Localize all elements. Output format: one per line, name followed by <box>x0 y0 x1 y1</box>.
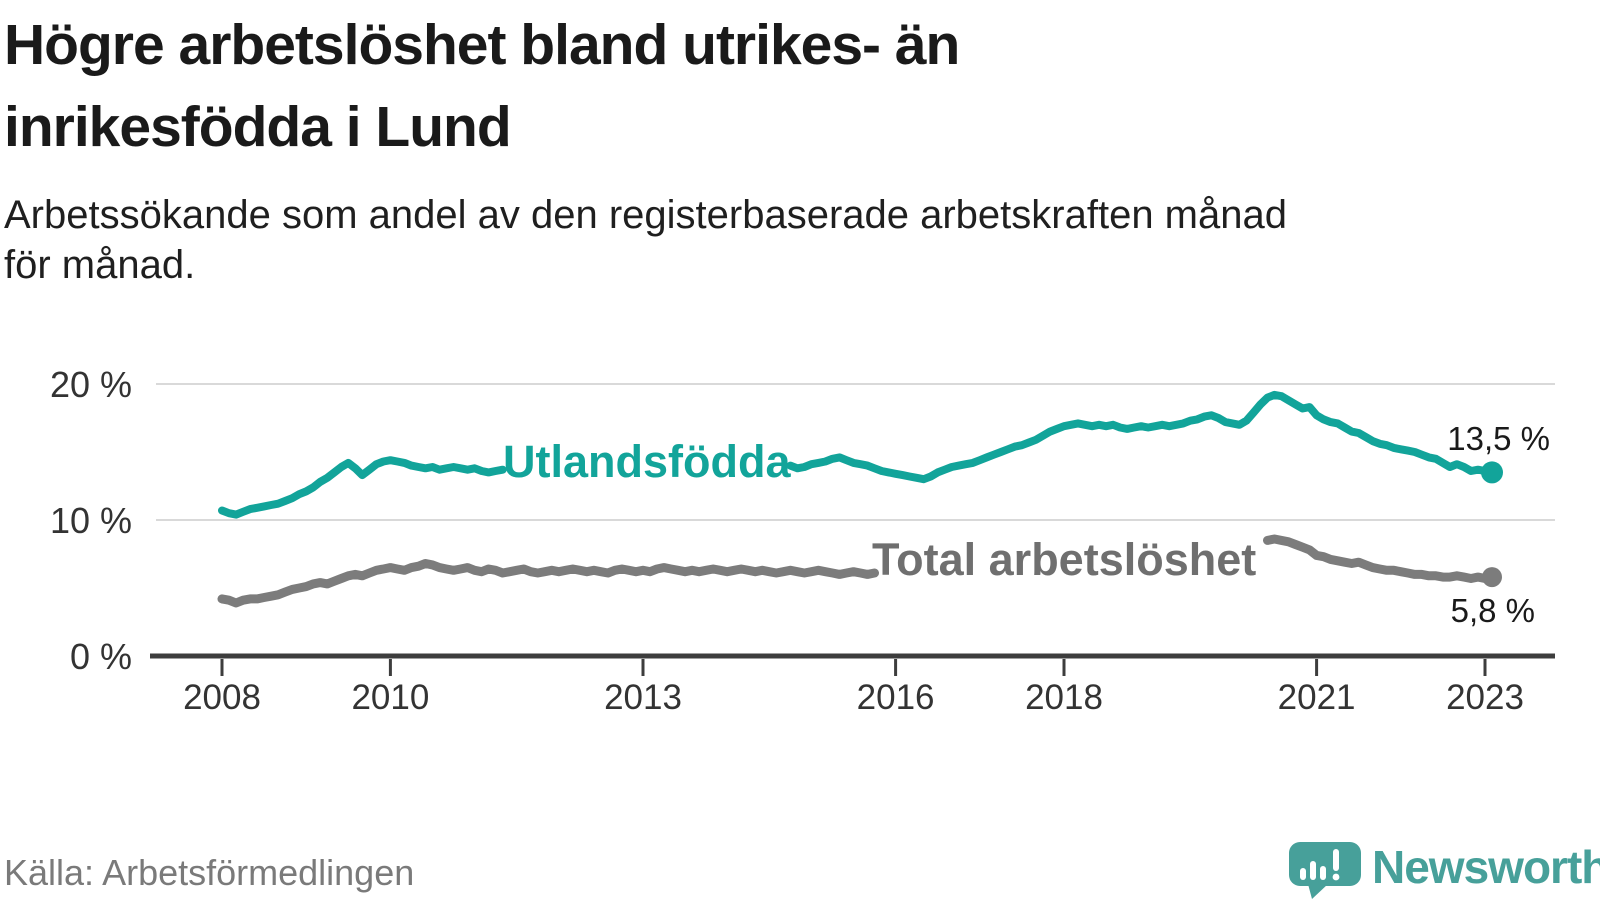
page-title: Högre arbetslöshet bland utrikes- än inr… <box>4 4 1564 168</box>
series-line-1-seg1 <box>1263 534 1497 583</box>
subtitle-line-2: för månad. <box>4 243 196 287</box>
newsworthy-logo-text: Newsworthy <box>1372 841 1600 893</box>
series-label-utlandsfodda: Utlandsfödda <box>503 436 791 487</box>
y-tick-label-0: 0 % <box>70 636 132 677</box>
x-tick-label-2008: 2008 <box>183 678 261 717</box>
series-line-0-seg1 <box>786 390 1496 484</box>
x-tick-label-2013: 2013 <box>604 678 682 717</box>
x-tick-label-2021: 2021 <box>1278 678 1356 717</box>
end-value-label-total: 5,8 % <box>1450 592 1535 629</box>
title-line-1: Högre arbetslöshet bland utrikes- än <box>4 13 960 77</box>
series-line-0-seg0 <box>218 456 507 519</box>
x-tick-label-2016: 2016 <box>857 678 935 717</box>
y-tick-label-10: 10 % <box>50 500 132 541</box>
series-line-1-seg0 <box>217 559 879 608</box>
x-tick-label-2023: 2023 <box>1446 678 1524 717</box>
title-line-2: inrikesfödda i Lund <box>4 95 512 159</box>
subtitle-line-1: Arbetssökande som andel av den registerb… <box>4 193 1287 237</box>
source-caption: Källa: Arbetsförmedlingen <box>4 852 415 893</box>
x-tick-label-2018: 2018 <box>1025 678 1103 717</box>
unemployment-line-chart: 0 % 10 % 20 % 2008 2010 2013 2016 2018 2021 2023 <box>50 364 1555 717</box>
series-end-dot-0 <box>1481 461 1503 484</box>
series-end-dot-1 <box>1482 567 1502 588</box>
y-tick-label-20: 20 % <box>50 364 132 405</box>
series-label-total-arbetsloshet: Total arbetslöshet <box>872 534 1257 585</box>
x-tick-label-2010: 2010 <box>351 678 429 717</box>
newsworthy-brand: Newsworthy <box>1288 840 1600 900</box>
page-subtitle: Arbetssökande som andel av den registerb… <box>4 190 1564 290</box>
end-value-label-utlandsfodda: 13,5 % <box>1447 420 1550 457</box>
newsworthy-logo-icon <box>1289 842 1361 899</box>
